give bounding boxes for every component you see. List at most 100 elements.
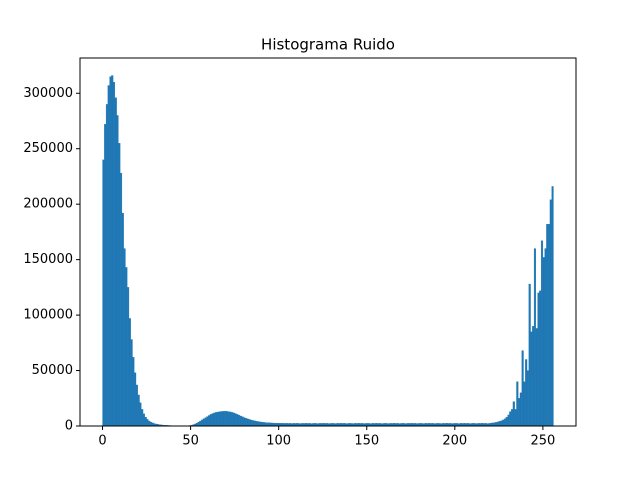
- bar: [503, 418, 507, 427]
- bar: [523, 381, 526, 427]
- bar: [148, 420, 151, 427]
- bar: [139, 402, 142, 427]
- bar: [216, 411, 219, 427]
- bar: [498, 421, 501, 427]
- bar: [111, 75, 114, 427]
- bar: [121, 212, 124, 427]
- bar: [201, 419, 204, 427]
- bar: [549, 199, 552, 427]
- bar: [227, 411, 230, 427]
- bar: [105, 104, 108, 427]
- x-tick-label: 250: [530, 434, 555, 449]
- bar: [512, 401, 515, 427]
- bar: [535, 328, 538, 427]
- bar: [112, 82, 116, 427]
- bar: [259, 421, 262, 427]
- bar: [137, 394, 140, 427]
- bar: [257, 421, 260, 427]
- bar: [114, 97, 117, 427]
- bar: [209, 414, 212, 427]
- bar: [141, 409, 144, 427]
- bar: [109, 76, 112, 427]
- bar: [197, 421, 200, 427]
- bar: [132, 357, 135, 427]
- bar: [234, 413, 237, 427]
- bar: [123, 248, 126, 427]
- bar: [526, 370, 529, 427]
- bar: [502, 419, 505, 427]
- bar: [107, 85, 110, 427]
- bar: [104, 124, 107, 427]
- bar: [533, 248, 536, 427]
- bar: [253, 420, 256, 427]
- bar: [539, 290, 542, 427]
- bar: [125, 267, 128, 427]
- bar: [243, 417, 246, 427]
- bar: [530, 331, 533, 427]
- bar: [232, 412, 235, 427]
- bar: [252, 420, 255, 427]
- y-tick-label: 250000: [23, 141, 73, 156]
- bar: [551, 186, 554, 427]
- bar: [246, 418, 249, 427]
- bar: [208, 415, 211, 427]
- bar: [516, 381, 519, 427]
- bar: [223, 411, 226, 427]
- bar: [542, 257, 545, 427]
- bar: [518, 398, 521, 427]
- y-tick-label: 300000: [23, 86, 73, 101]
- bar: [540, 240, 544, 427]
- bar: [144, 416, 147, 427]
- bar: [202, 418, 205, 427]
- bar: [239, 415, 242, 427]
- y-tick-label: 100000: [23, 308, 73, 323]
- bar: [495, 422, 498, 427]
- bar: [218, 411, 221, 427]
- bar: [120, 172, 123, 427]
- bar: [146, 419, 149, 427]
- bar: [528, 283, 531, 427]
- bar: [204, 417, 207, 427]
- bar: [135, 384, 138, 427]
- bar: [248, 419, 251, 427]
- axes-frame: [79, 57, 577, 427]
- bar: [206, 416, 209, 427]
- bar: [229, 411, 232, 427]
- bar: [537, 292, 540, 427]
- bar: [546, 223, 549, 427]
- bar: [521, 350, 524, 427]
- bar: [236, 414, 239, 427]
- y-tick-label: 200000: [23, 197, 73, 212]
- bar: [118, 143, 121, 427]
- y-tick-label: 50000: [32, 363, 73, 378]
- bar: [496, 421, 500, 427]
- bar: [215, 412, 218, 427]
- x-tick-label: 200: [442, 434, 467, 449]
- bar: [222, 411, 225, 427]
- bar: [264, 422, 267, 427]
- bar: [548, 223, 551, 427]
- bar: [149, 421, 153, 427]
- bar: [142, 413, 145, 427]
- x-tick-label: 100: [266, 434, 291, 449]
- x-tick-label: 150: [354, 434, 379, 449]
- bar: [241, 416, 244, 427]
- bar: [134, 372, 137, 427]
- bar: [250, 419, 253, 427]
- bar: [225, 411, 228, 427]
- bar: [128, 318, 131, 427]
- y-tick-label: 0: [65, 419, 73, 434]
- bar: [127, 287, 130, 427]
- bar: [230, 412, 234, 427]
- bar: [511, 409, 514, 427]
- bar: [505, 416, 508, 427]
- bar: [130, 339, 133, 427]
- y-tick-label: 150000: [23, 252, 73, 267]
- bar: [211, 413, 214, 427]
- bar: [245, 418, 248, 427]
- bar: [514, 409, 517, 427]
- bar: [262, 422, 265, 427]
- bar: [238, 414, 241, 427]
